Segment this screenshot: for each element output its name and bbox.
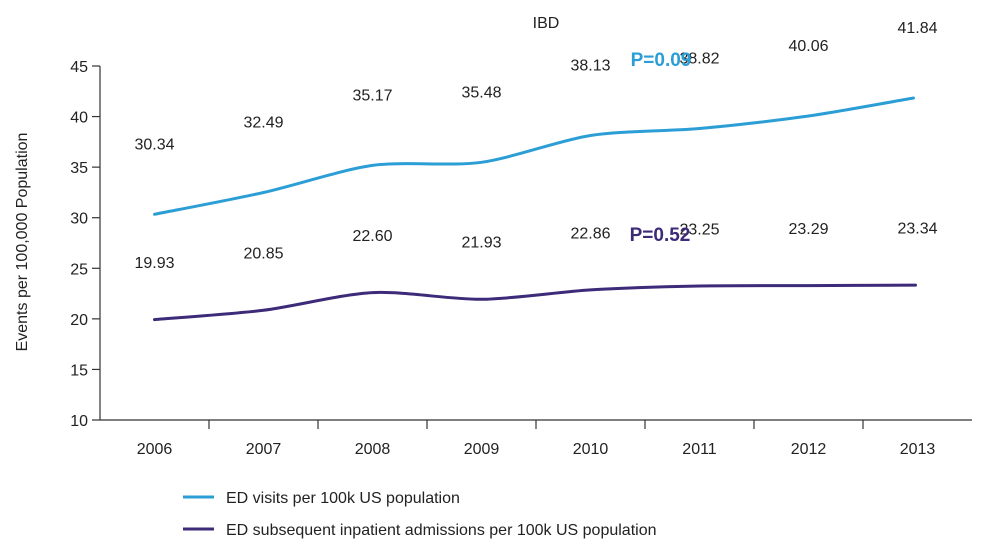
p-value-annotation: P=0.09 [631,50,692,71]
y-tick-label: 45 [70,59,88,76]
y-tick-label: 15 [70,362,88,379]
x-tick-label: 2010 [573,441,609,458]
x-tick-label: 2008 [355,441,391,458]
data-label: 41.84 [897,20,937,37]
y-tick-label: 25 [70,261,88,278]
data-label: 30.34 [134,136,174,153]
y-tick-label: 40 [70,110,88,127]
x-tick-label: 2012 [791,441,827,458]
x-tick-label: 2013 [900,441,936,458]
series-layer: 30.34 32.49 35.17 35.48 38.13 38.82 40.06 41.84… [134,20,938,322]
y-tick-label: 10 [70,413,88,430]
data-label: 22.60 [352,228,392,245]
data-label: 23.34 [897,220,937,237]
data-label: 22.86 [570,225,610,242]
p-value-annotation: P=0.52 [630,225,691,246]
axes: 10 15 20 25 30 35 40 45 2006 2007 2008 2009 2010 2011… [70,59,972,458]
data-label: 38.82 [679,51,719,68]
data-label: 35.17 [352,88,392,105]
x-tick-label: 2006 [137,441,173,458]
series-line [153,96,915,216]
x-tick-label: 2009 [464,441,500,458]
data-label: 20.85 [243,246,283,263]
y-tick-label: 35 [70,160,88,177]
data-label: 35.48 [461,84,501,101]
y-tick-label: 30 [70,211,88,228]
data-label: 19.93 [134,255,174,272]
x-tick-label: 2011 [682,441,717,458]
y-axis-label: Events per 100,000 Population [14,133,31,352]
data-label: 32.49 [243,115,283,132]
legend-label: ED subsequent inpatient admissions per 1… [226,522,657,539]
data-label: 40.06 [788,38,828,55]
data-label: 23.25 [679,221,719,238]
legend-label: ED visits per 100k US population [226,490,460,507]
data-label: 23.29 [788,221,828,238]
data-label: 38.13 [570,58,610,75]
legend: ED visits per 100k US population ED subse… [183,490,657,539]
data-label: 21.93 [461,235,501,252]
x-tick-label: 2007 [246,441,282,458]
series-line [153,283,917,322]
y-tick-label: 20 [70,312,88,329]
chart-title: IBD [533,15,560,32]
